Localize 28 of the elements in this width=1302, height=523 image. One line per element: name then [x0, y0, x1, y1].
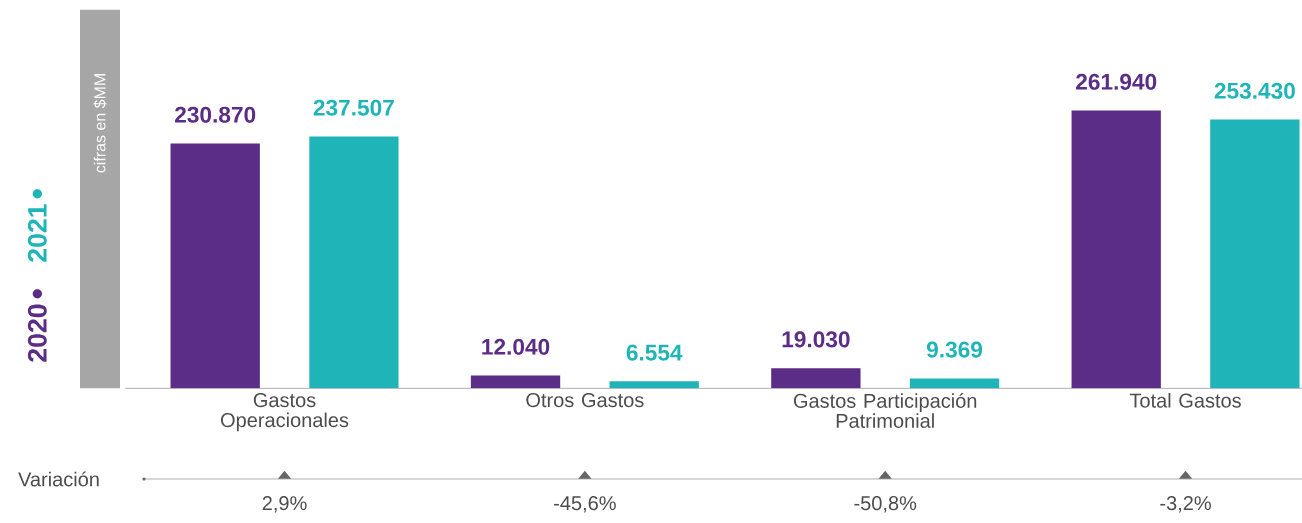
legend-label: 2021	[27, 204, 47, 262]
data-label: 9.369	[926, 341, 983, 358]
data-label: 6.554	[626, 344, 683, 361]
text: 2,9%	[262, 496, 307, 513]
data-label: 19.030	[782, 331, 850, 348]
data-label: 253.430	[1214, 82, 1295, 99]
bar	[1071, 110, 1161, 389]
x-tick-label: Gastos Operacionales	[220, 393, 349, 432]
text: -45,6%	[554, 496, 616, 513]
text: Variación	[18, 471, 99, 487]
x-tick-label: Gastos Participación Patrimonial	[793, 393, 977, 428]
bar	[1210, 119, 1300, 389]
x-tick-label: Otros Gastos	[526, 393, 644, 408]
bar	[609, 381, 699, 389]
data-label: 230.870	[175, 106, 256, 123]
bar	[771, 368, 861, 389]
x-tick-label: Total Gastos	[1129, 393, 1241, 408]
data-label: 237.507	[313, 99, 394, 116]
bar	[309, 136, 399, 389]
text: -3,2%	[1160, 496, 1211, 513]
bar	[909, 378, 1000, 389]
data-label: 12.040	[482, 338, 550, 355]
text: cifras en $MM	[93, 74, 107, 173]
bar	[170, 143, 260, 389]
text: -50,8%	[854, 496, 917, 513]
data-label: 261.940	[1076, 73, 1157, 90]
legend-label: 2020	[27, 304, 47, 362]
bar	[470, 375, 561, 389]
